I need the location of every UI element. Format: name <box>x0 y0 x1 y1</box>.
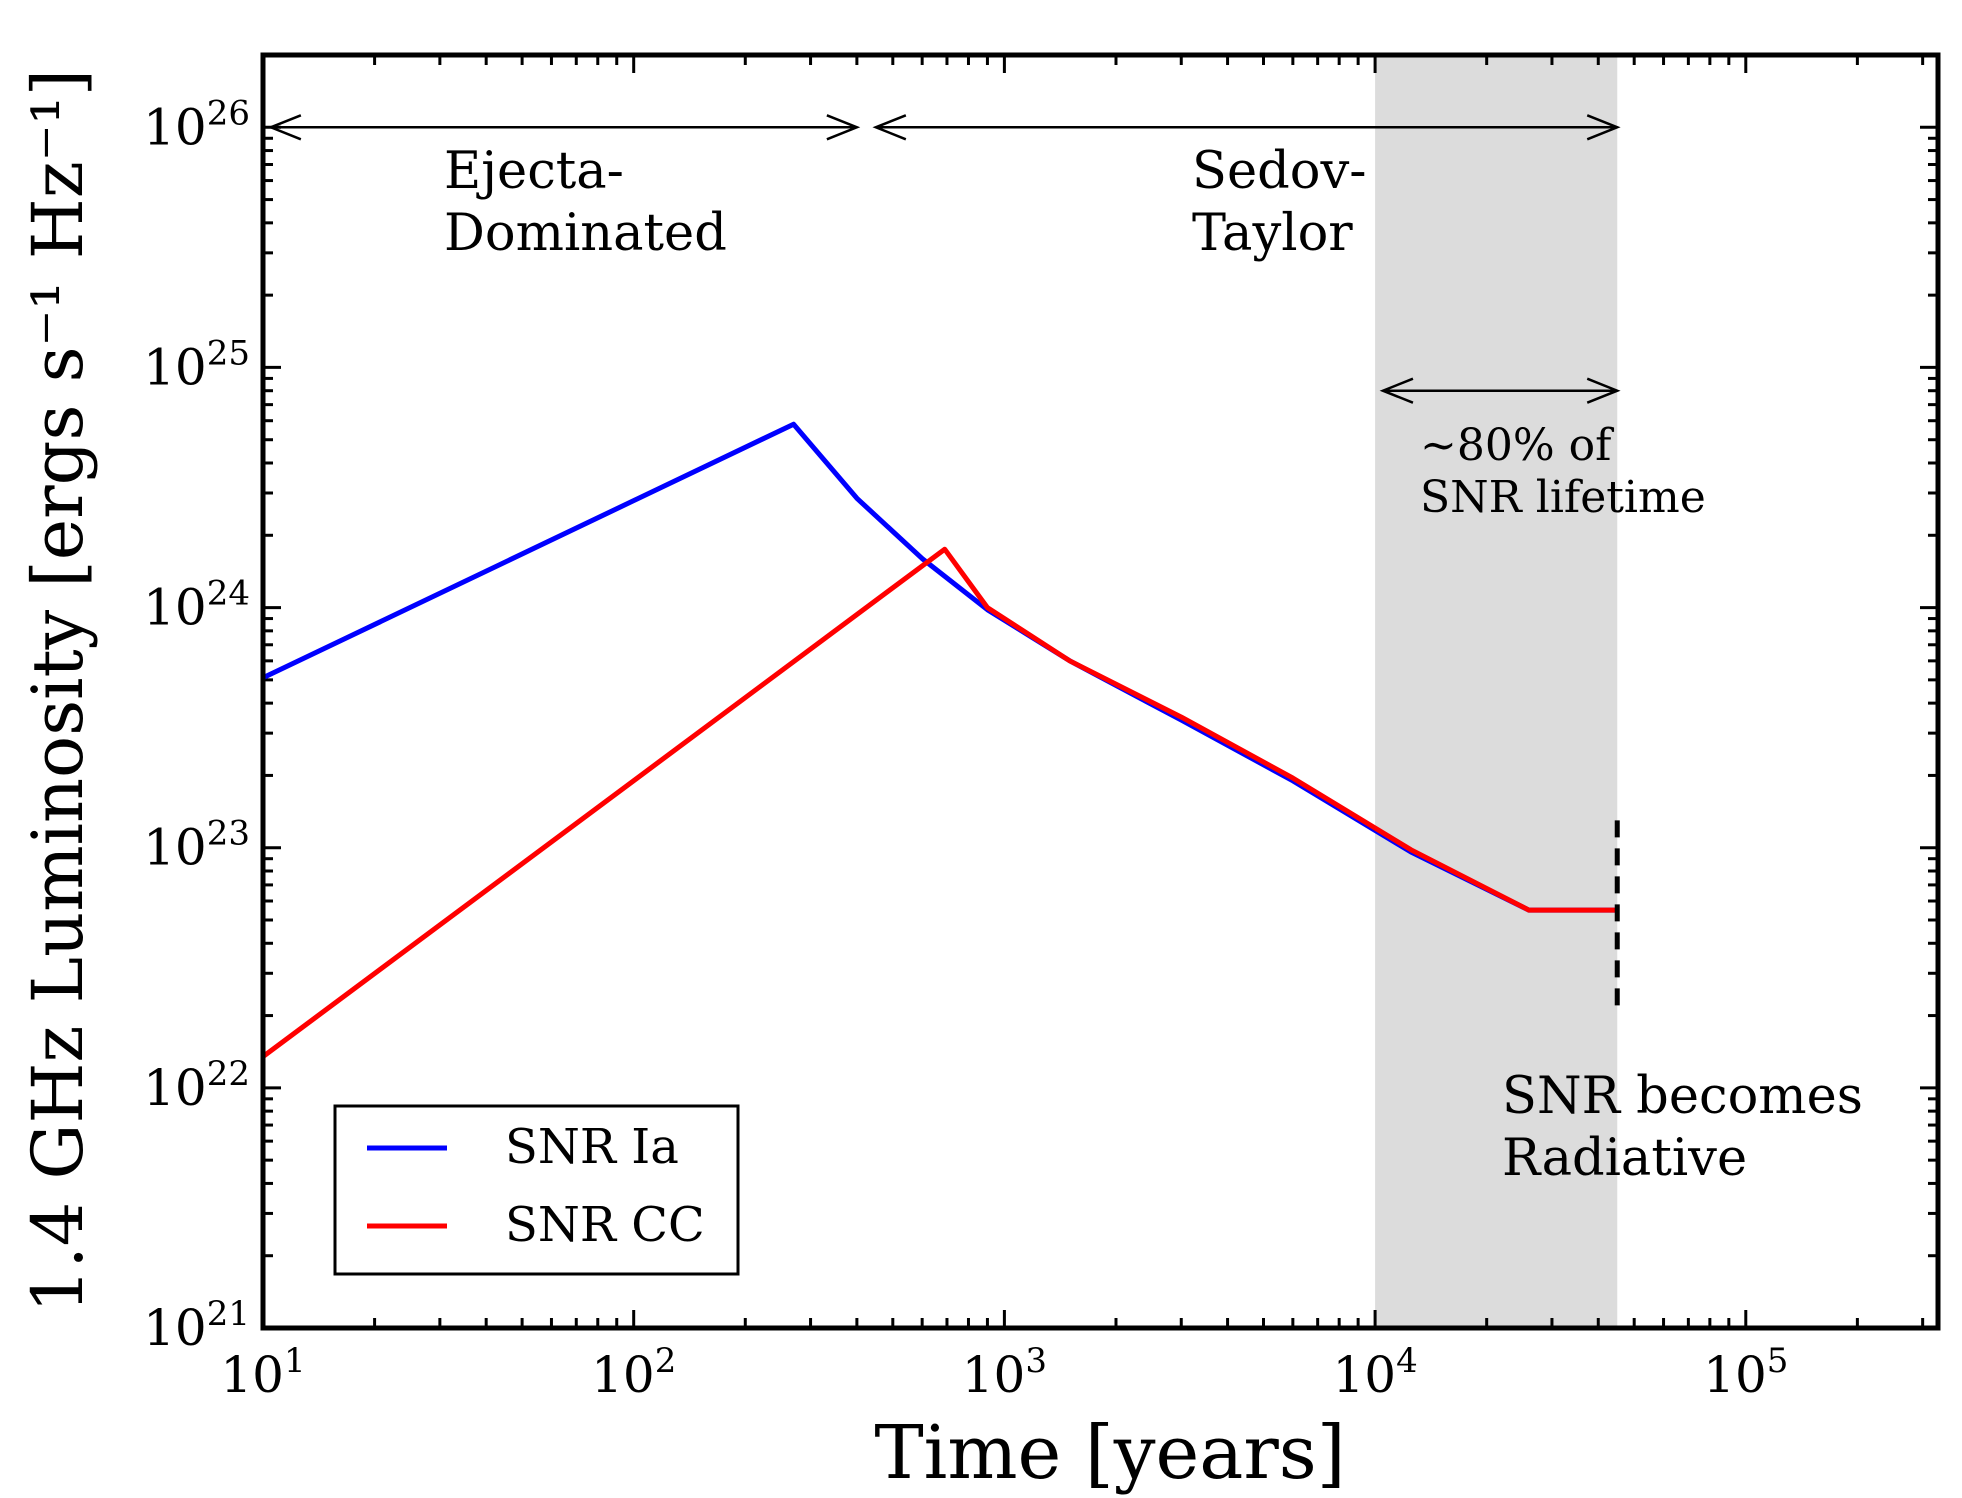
lifetime-label-line2: SNR lifetime <box>1420 472 1706 523</box>
ejecta-label-line2: Dominated <box>444 204 727 263</box>
y-tick-labels: 1021 1022 1023 1024 1025 1026 <box>143 93 250 1357</box>
x-tick-label: 103 <box>962 1341 1047 1404</box>
x-tick-label: 105 <box>1703 1341 1788 1404</box>
ejecta-phase-arrow <box>267 114 861 141</box>
legend-label-snr-cc: SNR CC <box>505 1197 705 1253</box>
x-tick-labels: 101 102 103 104 105 <box>220 1341 1788 1404</box>
legend-label-snr-ia: SNR Ia <box>505 1119 679 1175</box>
legend: SNR Ia SNR CC <box>333 1104 740 1276</box>
y-tick-label: 1022 <box>143 1054 250 1117</box>
sedov-shaded-region <box>1375 55 1618 1328</box>
sedov-label-line1: Sedov- <box>1192 142 1367 201</box>
sedov-phase-arrow <box>872 114 1621 141</box>
radiative-label-line2: Radiative <box>1502 1129 1747 1188</box>
y-tick-label: 1026 <box>143 93 250 156</box>
legend-box <box>333 1104 740 1276</box>
series-line-snr-cc <box>263 546 1618 1059</box>
sedov-label-line2: Taylor <box>1192 204 1353 263</box>
x-axis-label: Time [years] <box>874 1410 1345 1496</box>
lifetime-arrow <box>1379 377 1621 404</box>
y-tick-label: 1024 <box>143 574 250 637</box>
phase-arrows <box>267 114 1621 404</box>
y-tick-label: 1021 <box>143 1294 250 1357</box>
y-axis-label: 1.4 GHz Luminosity [ergs s⁻¹ Hz⁻¹] <box>17 69 99 1313</box>
ejecta-label-line1: Ejecta- <box>444 142 624 201</box>
y-tick-label: 1025 <box>143 333 250 396</box>
series-layer <box>263 421 1618 1059</box>
x-tick-label: 101 <box>220 1341 305 1404</box>
lifetime-label-line1: ~80% of <box>1420 420 1614 471</box>
plot-frame <box>260 52 1941 1331</box>
y-tick-label: 1023 <box>143 814 250 877</box>
x-tick-label: 102 <box>591 1341 676 1404</box>
radiative-label-line1: SNR becomes <box>1502 1067 1863 1126</box>
x-tick-label: 104 <box>1332 1341 1417 1404</box>
